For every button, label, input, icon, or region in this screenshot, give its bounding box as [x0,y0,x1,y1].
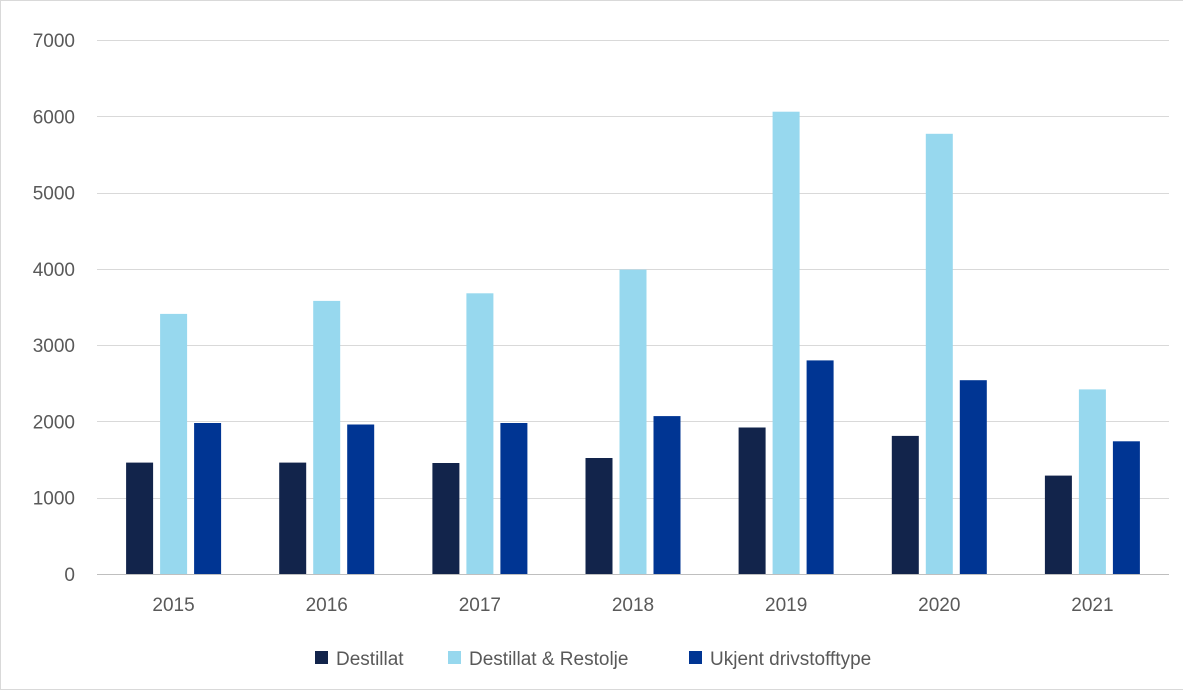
x-tick-label: 2017 [459,595,501,616]
y-tick-label: 1000 [33,489,75,510]
bar-destillat-2021 [1044,475,1072,574]
legend-swatch [448,651,461,664]
bar-destillat-restolje-2017 [466,293,494,574]
bar-destillat-restolje-2018 [619,269,647,574]
bar-ukjent-drivstofftype-2018 [653,416,681,574]
y-tick-label: 5000 [33,184,75,205]
bar-destillat-2019 [738,427,766,574]
legend: Destillat Destillat & Restolje Ukjent driv… [315,649,871,670]
legend-label: Ukjent drivstofftype [710,649,871,670]
bar-destillat-restolje-2016 [313,300,341,574]
legend-item: Destillat [315,649,404,670]
y-tick-label: 3000 [33,336,75,357]
x-tick-label: 2016 [306,595,348,616]
bar-destillat-restolje-2015 [160,313,188,574]
legend-swatch [689,651,702,664]
bar-destillat-2020 [891,435,919,574]
y-tick-label: 2000 [33,412,75,433]
y-axis: 0 1000 2000 3000 4000 5000 6000 7000 [33,31,75,586]
bar-ukjent-drivstofftype-2020 [959,380,987,574]
bar-destillat-2016 [279,462,307,574]
bar-destillat-restolje-2021 [1078,389,1106,574]
bars [126,111,1140,575]
legend-swatch [315,651,328,664]
y-tick-label: 4000 [33,260,75,281]
x-tick-label: 2020 [918,595,960,616]
bar-destillat-2017 [432,463,460,574]
bar-ukjent-drivstofftype-2016 [347,424,375,574]
bar-destillat-2015 [126,462,154,574]
legend-label: Destillat & Restolje [469,649,628,670]
bar-destillat-restolje-2019 [772,111,800,574]
bar-destillat-restolje-2020 [925,133,953,575]
bar-destillat-2018 [585,458,613,574]
bar-ukjent-drivstofftype-2015 [194,423,222,574]
x-tick-label: 2019 [765,595,807,616]
x-tick-label: 2018 [612,595,654,616]
x-tick-label: 2021 [1071,595,1113,616]
bar-ukjent-drivstofftype-2019 [806,360,834,574]
bar-ukjent-drivstofftype-2021 [1112,441,1140,574]
legend-item: Destillat & Restolje [448,649,628,670]
y-tick-label: 7000 [33,31,75,52]
y-tick-label: 6000 [33,107,75,128]
x-axis: 2015 2016 2017 2018 2019 2020 2021 [97,574,1169,616]
bar-ukjent-drivstofftype-2017 [500,423,528,574]
x-tick-label: 2015 [152,595,194,616]
legend-item: Ukjent drivstofftype [689,649,871,670]
y-tick-label: 0 [64,565,75,586]
legend-label: Destillat [336,649,404,670]
